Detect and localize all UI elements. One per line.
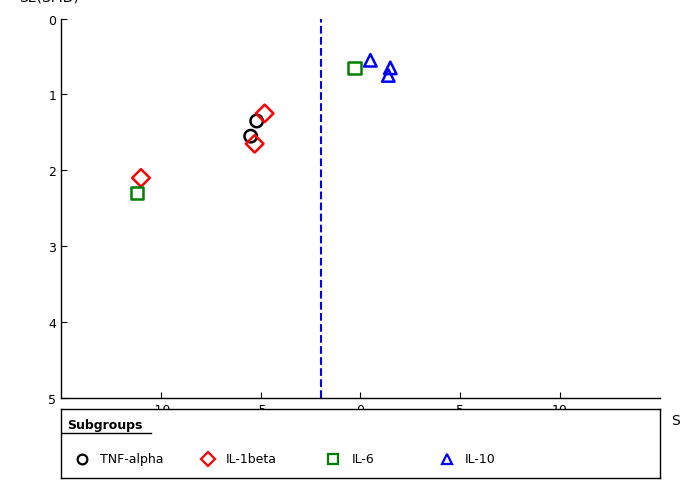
Point bbox=[349, 65, 360, 73]
Point bbox=[365, 57, 376, 65]
Point bbox=[251, 118, 262, 126]
Point bbox=[259, 110, 270, 118]
Point bbox=[245, 133, 256, 141]
Point bbox=[135, 175, 146, 183]
Text: IL-10: IL-10 bbox=[465, 452, 496, 466]
Text: SMD: SMD bbox=[672, 413, 680, 427]
Point bbox=[385, 65, 396, 73]
Text: IL-6: IL-6 bbox=[352, 452, 374, 466]
Point bbox=[383, 72, 394, 80]
Text: IL-1beta: IL-1beta bbox=[226, 452, 277, 466]
Text: TNF-alpha: TNF-alpha bbox=[100, 452, 164, 466]
Text: Subgroups: Subgroups bbox=[67, 418, 143, 430]
Point bbox=[131, 190, 142, 198]
Point bbox=[250, 141, 260, 148]
Text: SE(SMD): SE(SMD) bbox=[19, 0, 79, 4]
